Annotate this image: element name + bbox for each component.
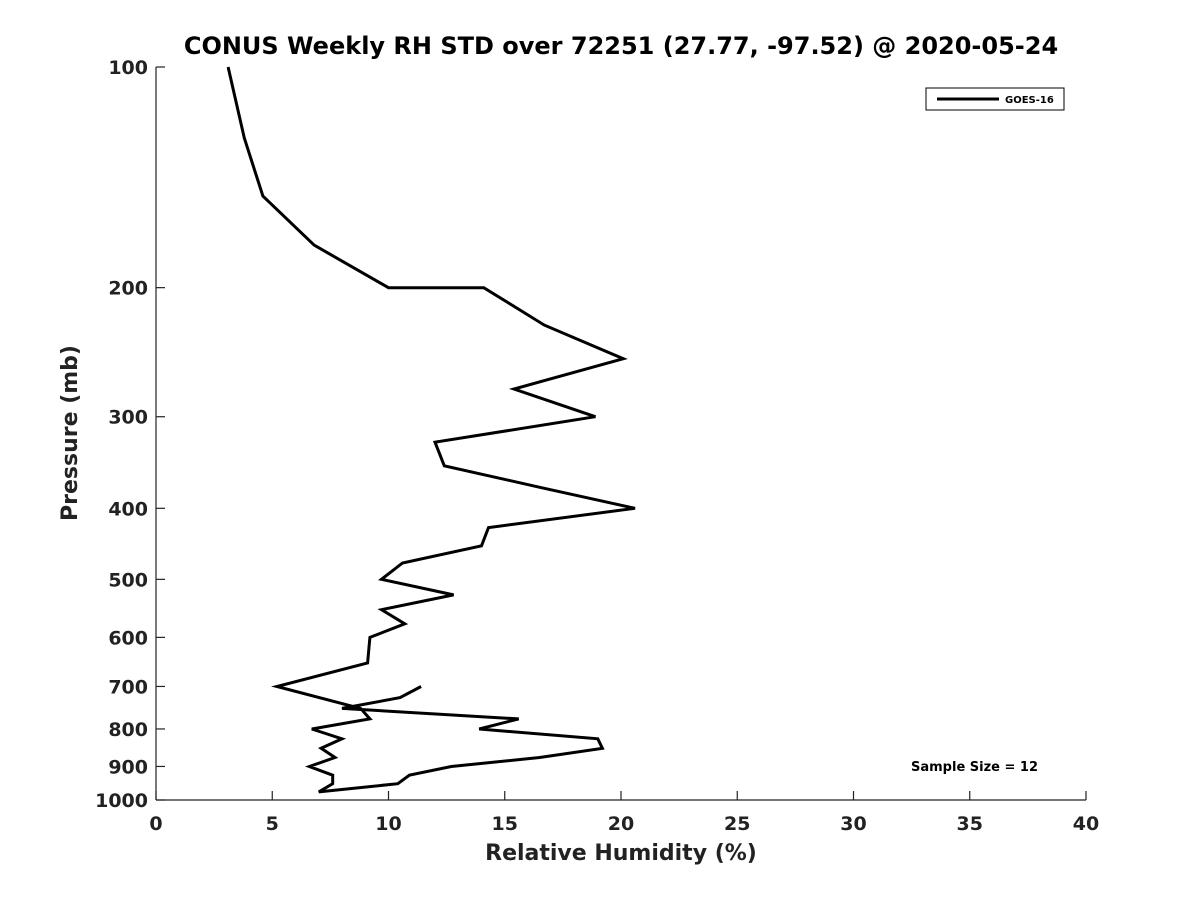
x-tick-label: 15 bbox=[492, 813, 518, 835]
legend: GOES-16 bbox=[925, 87, 1065, 111]
y-tick-label: 400 bbox=[108, 498, 148, 520]
x-ticks: 0 5 10 15 20 25 30 35 40 bbox=[149, 791, 1099, 835]
x-tick-label: 0 bbox=[149, 813, 162, 835]
y-tick-label: 300 bbox=[108, 407, 148, 429]
series-line-goes-16 bbox=[226, 66, 636, 794]
sample-size-annotation: Sample Size = 12 bbox=[911, 760, 1038, 775]
y-tick-label: 100 bbox=[108, 57, 148, 79]
y-tick-label: 800 bbox=[108, 719, 148, 741]
plot-area bbox=[226, 66, 636, 794]
y-tick-label: 200 bbox=[108, 278, 148, 300]
y-tick-label: 900 bbox=[108, 756, 148, 778]
x-tick-label: 40 bbox=[1073, 813, 1099, 835]
x-axis-label: Relative Humidity (%) bbox=[485, 841, 757, 866]
y-tick-label: 1000 bbox=[95, 790, 148, 812]
y-ticks: 100 200 300 400 500 600 700 800 900 1000 bbox=[95, 57, 165, 812]
y-tick-label: 600 bbox=[108, 627, 148, 649]
chart-title: CONUS Weekly RH STD over 72251 (27.77, -… bbox=[184, 32, 1058, 60]
x-tick-label: 10 bbox=[375, 813, 401, 835]
x-tick-label: 30 bbox=[840, 813, 866, 835]
x-tick-label: 25 bbox=[724, 813, 750, 835]
x-tick-label: 35 bbox=[957, 813, 983, 835]
x-tick-label: 5 bbox=[266, 813, 279, 835]
legend-label: GOES-16 bbox=[1005, 95, 1054, 106]
y-tick-label: 700 bbox=[108, 676, 148, 698]
y-axis-label: Pressure (mb) bbox=[58, 345, 83, 521]
x-tick-label: 20 bbox=[608, 813, 634, 835]
y-tick-label: 500 bbox=[108, 569, 148, 591]
